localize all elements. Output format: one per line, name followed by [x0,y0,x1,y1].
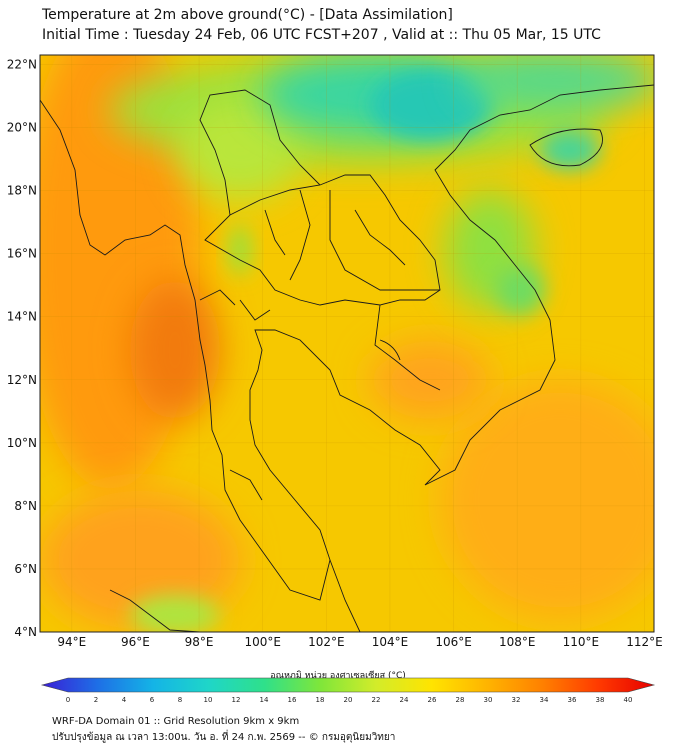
lat-tick-label: 14°N [7,310,37,324]
lat-tick-label: 8°N [14,499,37,513]
colorbar-tick-label: 22 [372,696,381,704]
colorbar-tick-label: 12 [232,696,241,704]
lat-tick-label: 18°N [7,184,37,198]
colorbar-tick-label: 38 [596,696,605,704]
temperature-field [40,55,654,632]
chart-subtitle: Initial Time : Tuesday 24 Feb, 06 UTC FC… [42,27,601,43]
lon-tick-label: 104°E [372,635,409,649]
lon-tick-label: 110°E [563,635,600,649]
lon-tick-label: 112°E [626,635,663,649]
lat-tick-label: 12°N [7,373,37,387]
lat-tick-label: 10°N [7,436,37,450]
colorbar-tick-label: 10 [204,696,213,704]
colorbar-tick-label: 16 [288,696,297,704]
colorbar-tick-label: 18 [316,696,325,704]
lon-tick-label: 106°E [435,635,472,649]
colorbar-tick-label: 28 [456,696,465,704]
temperature-map: 22°N 20°N 18°N 16°N 14°N 12°N 10°N 8°N 6°N 4°N 94… [7,54,663,649]
lat-tick-label: 6°N [14,562,37,576]
colorbar-tick-label: 34 [540,696,549,704]
colorbar-tick-label: 30 [484,696,493,704]
footer-update-info: ปรับปรุงข้อมูล ณ เวลา 13:00น. วัน อ. ที่… [52,732,396,743]
colorbar-tick-label: 14 [260,696,269,704]
lat-tick-label: 16°N [7,247,37,261]
colorbar-tick-label: 8 [178,696,182,704]
lat-tick-label: 20°N [7,121,37,135]
lat-tick-label: 22°N [7,57,37,71]
colorbar-tick-label: 24 [400,696,409,704]
colorbar-tick-label: 36 [568,696,577,704]
colorbar-tick-label: 6 [150,696,155,704]
lon-tick-label: 98°E [185,635,214,649]
colorbar: 0 2 4 6 8 10 12 14 16 18 20 22 24 26 28 30 32 34 36 38 40 [40,677,656,704]
colorbar-tick-label: 2 [94,696,98,704]
lon-tick-label: 108°E [499,635,536,649]
lon-tick-label: 94°E [57,635,86,649]
chart-title: Temperature at 2m above ground(°C) - [Da… [42,7,453,23]
lon-tick-label: 96°E [121,635,150,649]
colorbar-tick-label: 32 [512,696,521,704]
country-borders [40,84,654,632]
colorbar-tick-label: 0 [66,696,70,704]
colorbar-tick-label: 40 [624,696,633,704]
colorbar-tick-label: 4 [122,696,127,704]
lon-tick-label: 102°E [308,635,345,649]
footer-domain-info: WRF-DA Domain 01 :: Grid Resolution 9km … [52,716,300,727]
colorbar-tick-label: 20 [344,696,353,704]
lat-tick-label: 4°N [14,625,37,639]
colorbar-title: อุณหภูมิ หน่วย องศาเซลเซียส (°C) [270,671,406,681]
lon-tick-label: 100°E [244,635,281,649]
colorbar-tick-label: 26 [428,696,437,704]
